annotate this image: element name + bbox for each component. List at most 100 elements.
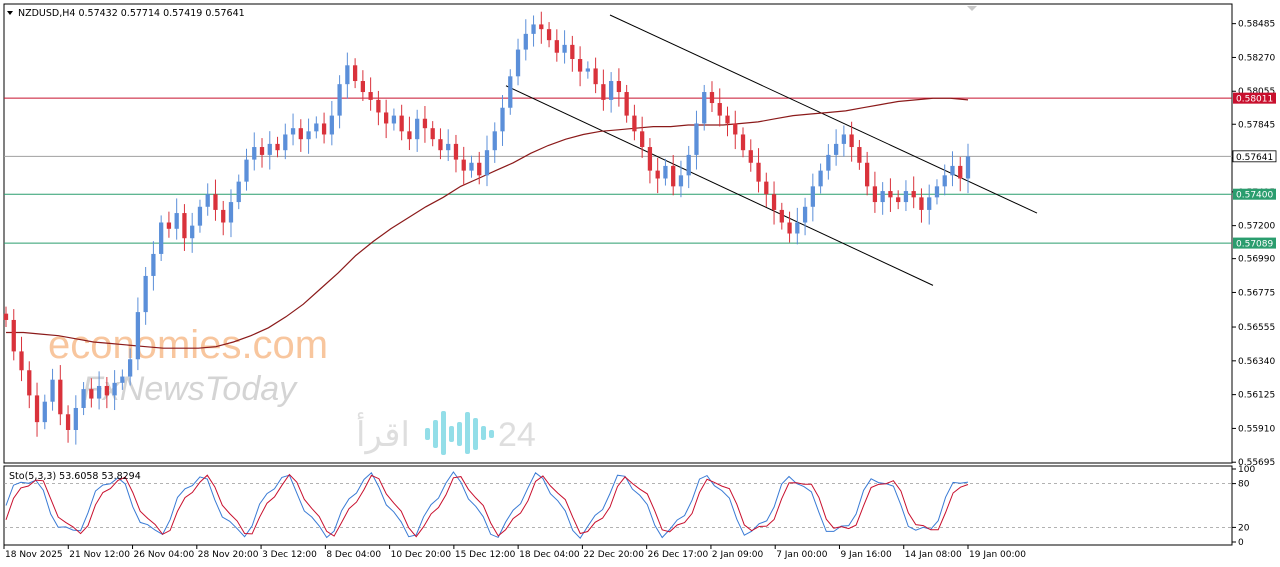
bear-candle bbox=[577, 46, 583, 87]
bear-candle bbox=[34, 382, 40, 437]
bull-candle bbox=[484, 135, 490, 187]
bull-candle bbox=[950, 151, 955, 187]
bull-candle bbox=[151, 241, 156, 291]
watermark-group: economies.com FxNewsToday اقرأ 24 bbox=[48, 323, 536, 455]
stoch-d-line bbox=[5, 473, 969, 538]
bull-candle bbox=[469, 155, 474, 178]
candle-body bbox=[58, 379, 63, 415]
bull-candle bbox=[174, 198, 179, 240]
candle-body bbox=[151, 253, 156, 276]
candle-body bbox=[500, 107, 505, 132]
x-tick-label: 19 Jan 00:00 bbox=[969, 550, 1026, 560]
candle-body bbox=[306, 131, 311, 140]
candle-body bbox=[756, 162, 761, 182]
bull-candle bbox=[244, 148, 249, 191]
candle-body bbox=[159, 222, 164, 254]
bear-candle bbox=[919, 188, 924, 223]
candle-body bbox=[771, 194, 777, 210]
candle-body bbox=[135, 312, 141, 360]
candle-body bbox=[733, 123, 738, 135]
candle-body bbox=[523, 33, 528, 50]
upper-channel-line bbox=[609, 14, 1038, 214]
candle-body bbox=[717, 103, 722, 116]
bull-candle bbox=[663, 158, 668, 186]
bull-candle bbox=[112, 370, 117, 411]
bear-candle bbox=[787, 211, 792, 243]
symbol-header[interactable]: NZDUSD,H4 0.57432 0.57714 0.57419 0.5764… bbox=[7, 8, 245, 19]
candle-body bbox=[678, 175, 684, 187]
bull-candle bbox=[73, 395, 78, 445]
bear-candle bbox=[624, 84, 629, 123]
stoch-k-line bbox=[5, 471, 969, 540]
candle-body bbox=[174, 213, 179, 229]
bull-candle bbox=[120, 369, 125, 390]
bull-candle bbox=[833, 129, 839, 166]
scroll-marker-icon[interactable] bbox=[967, 6, 977, 11]
bull-candle bbox=[135, 297, 141, 371]
x-tick-label: 7 Jan 00:00 bbox=[776, 550, 828, 560]
candle-body bbox=[267, 143, 272, 155]
bear-candle bbox=[725, 106, 730, 137]
bear-candle bbox=[461, 146, 466, 186]
bear-candle bbox=[896, 190, 901, 210]
candle-body bbox=[27, 370, 32, 396]
x-tick-label: 2 Jan 09:00 bbox=[712, 550, 764, 560]
bear-candle bbox=[27, 361, 32, 409]
candle-body bbox=[283, 134, 288, 151]
candle-body bbox=[539, 24, 544, 30]
price-level-tag bbox=[1233, 92, 1276, 104]
candle-body bbox=[632, 115, 637, 132]
candle-body bbox=[89, 389, 94, 399]
candle-body bbox=[927, 197, 932, 210]
candle-body bbox=[120, 376, 125, 383]
bear-candle bbox=[655, 157, 660, 194]
bull-candle bbox=[508, 69, 513, 115]
candle-body bbox=[903, 191, 909, 203]
x-tick-label: 26 Dec 17:00 bbox=[648, 550, 709, 560]
x-tick-label: 18 Nov 2025 bbox=[5, 550, 63, 560]
bull-candle bbox=[702, 84, 707, 131]
candle-body bbox=[345, 65, 350, 85]
bull-candle bbox=[880, 182, 885, 215]
indicator-plot-frame bbox=[3, 465, 1233, 546]
candle-body bbox=[275, 143, 280, 151]
bear-candle bbox=[430, 121, 435, 147]
candle-body bbox=[453, 143, 459, 160]
candle-body bbox=[702, 92, 707, 124]
candle-body bbox=[694, 123, 699, 155]
candle-body bbox=[190, 225, 195, 239]
candle-body bbox=[655, 170, 660, 179]
candle-body bbox=[647, 147, 653, 171]
bear-candle bbox=[376, 90, 381, 126]
dropdown-triangle-icon[interactable] bbox=[7, 11, 13, 15]
bull-candle bbox=[190, 212, 195, 253]
candle-body bbox=[810, 186, 815, 207]
y-tick-label: 0.56125 bbox=[1238, 391, 1275, 401]
y-tick-label: 0.56555 bbox=[1238, 323, 1275, 333]
candle-body bbox=[438, 139, 443, 151]
candle-body bbox=[221, 209, 226, 223]
bear-candle bbox=[352, 58, 358, 89]
stoch-tick-label: 0 bbox=[1238, 538, 1244, 548]
bear-candle bbox=[407, 116, 412, 151]
candle-body bbox=[865, 162, 870, 187]
candle-body bbox=[515, 49, 521, 77]
x-tick-label: 18 Dec 04:00 bbox=[519, 550, 580, 560]
bull-candle bbox=[50, 368, 55, 411]
bear-candle bbox=[570, 35, 575, 72]
bull-candle bbox=[942, 164, 947, 196]
bear-candle bbox=[453, 134, 459, 173]
candle-body bbox=[3, 313, 9, 320]
bear-candle bbox=[849, 121, 854, 162]
price-level-label: 0.57641 bbox=[1236, 153, 1273, 163]
candle-body bbox=[880, 191, 885, 203]
trendlines bbox=[505, 14, 1038, 286]
bull-candle bbox=[197, 199, 203, 233]
candle-body bbox=[585, 68, 590, 72]
bear-candle bbox=[166, 211, 172, 238]
candle-body bbox=[508, 76, 513, 108]
bull-candle bbox=[523, 19, 528, 61]
stochastic-indicator bbox=[4, 471, 1232, 540]
candle-body bbox=[802, 206, 808, 223]
lower-channel-line bbox=[505, 85, 934, 286]
